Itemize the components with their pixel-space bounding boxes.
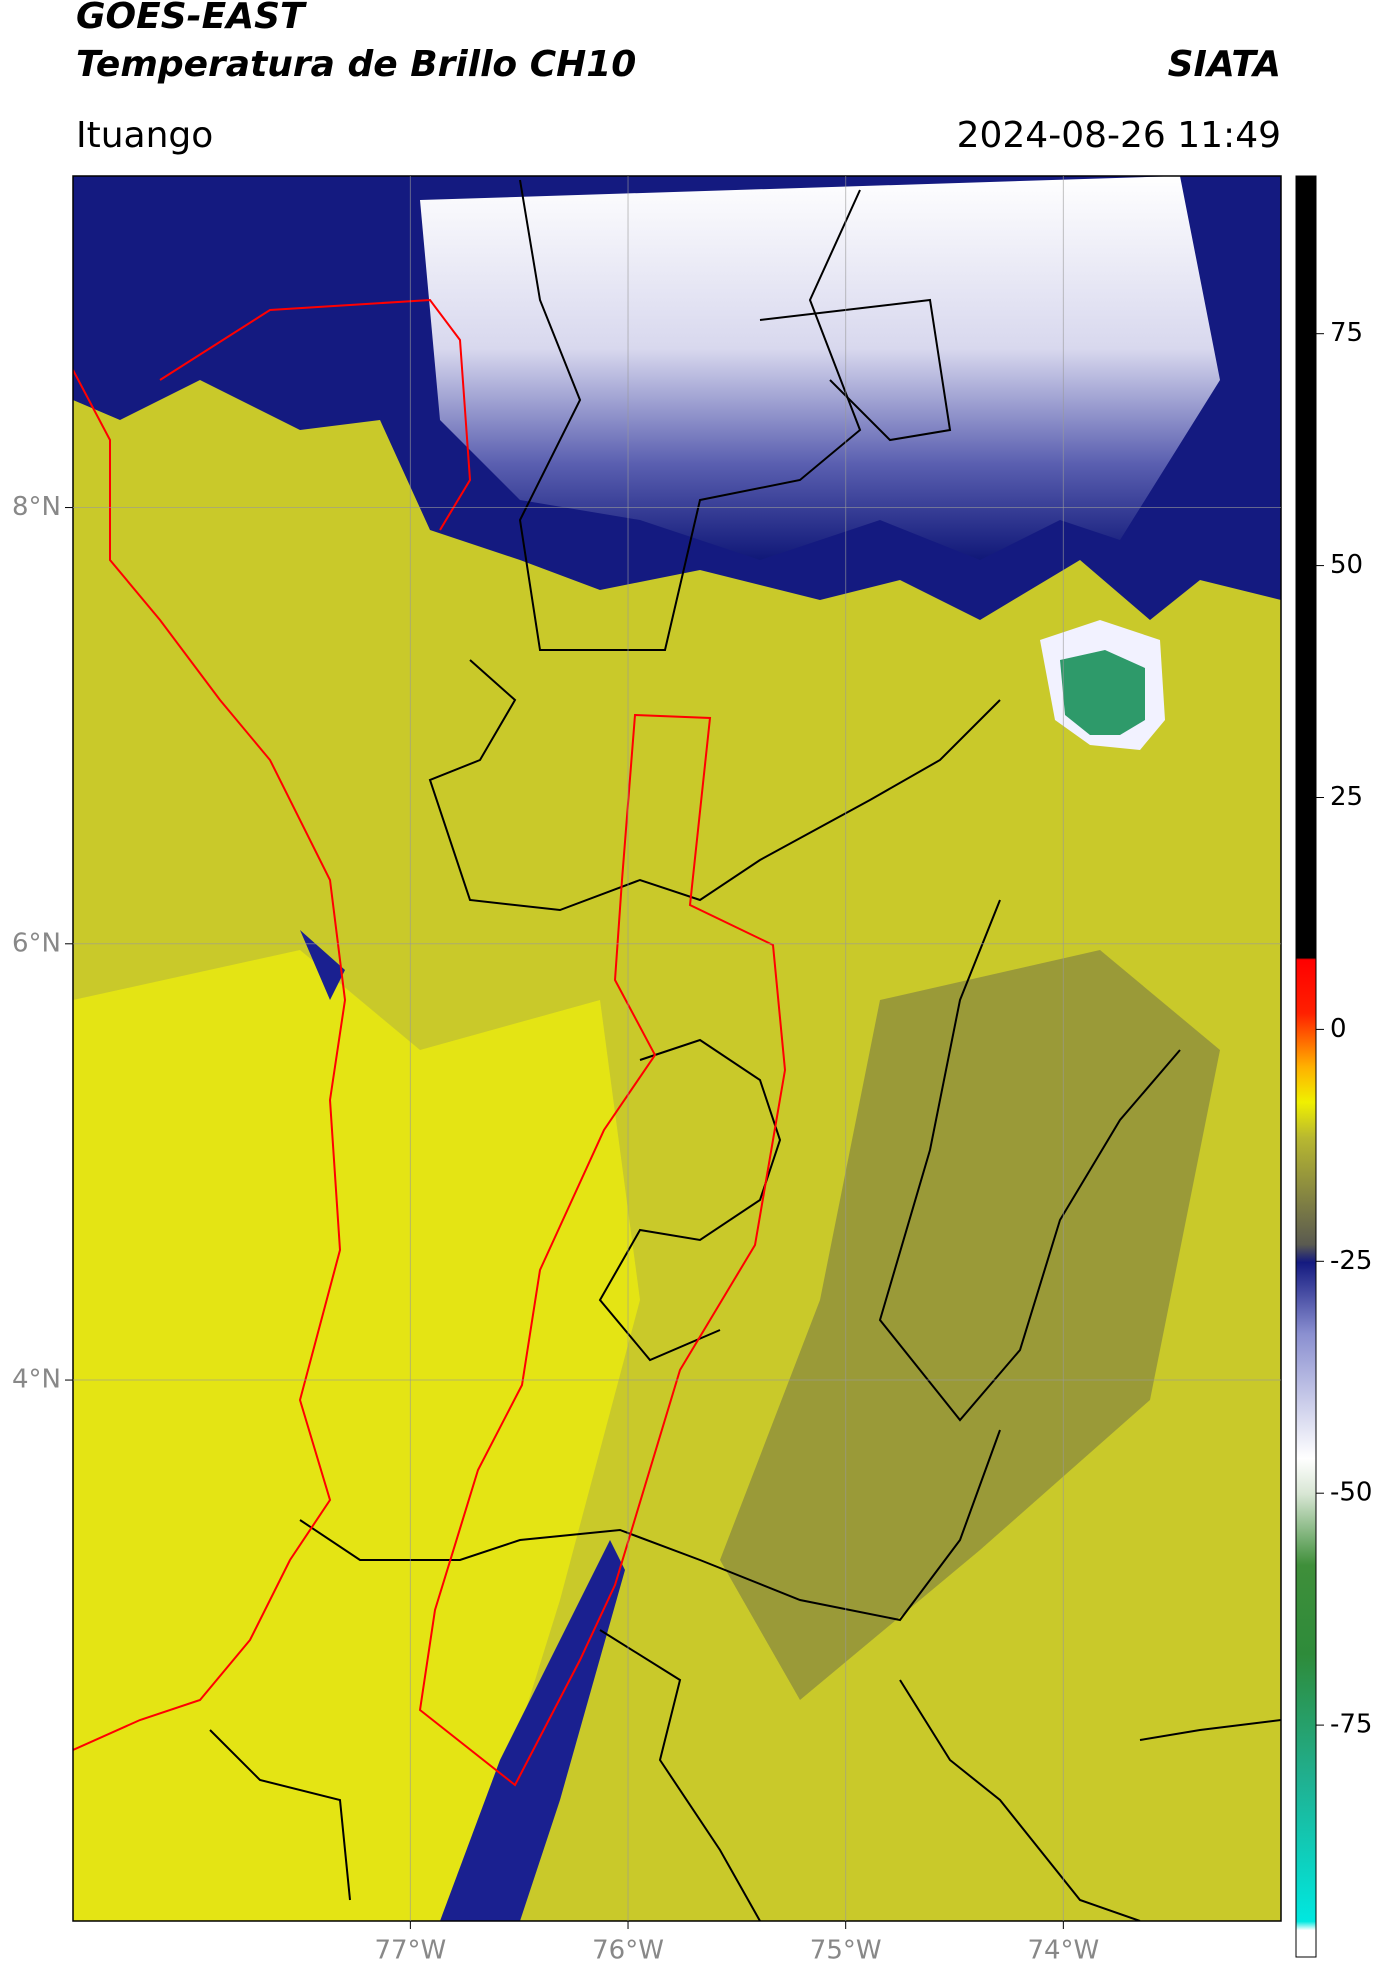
map-frame	[72, 175, 1282, 1922]
colorbar-tick-label: 75	[1330, 318, 1363, 348]
datetime: 2024-08-26 11:49	[957, 115, 1281, 156]
colorbar-tick-label: -25	[1330, 1246, 1372, 1276]
y-tick-label: 8°N	[12, 492, 61, 522]
x-tick-label: 74°W	[1027, 1936, 1099, 1966]
colorbar	[1295, 175, 1317, 1958]
subtitle: Temperatura de Brillo CH10	[76, 44, 636, 85]
map-image	[73, 176, 1281, 1921]
x-tick-label: 75°W	[810, 1936, 882, 1966]
title: GOES-EAST	[76, 0, 307, 37]
source: SIATA	[1168, 44, 1281, 85]
colorbar-tick-label: -50	[1330, 1478, 1372, 1508]
y-tick-label: 4°N	[12, 1365, 61, 1395]
colorbar-tick-label: -75	[1330, 1710, 1372, 1740]
region: Ituango	[76, 115, 213, 156]
x-tick-label: 76°W	[592, 1936, 664, 1966]
graticule	[65, 176, 1281, 1929]
colorbar-tick-label: 50	[1330, 550, 1363, 580]
colorbar-tick-label: 0	[1330, 1014, 1347, 1044]
x-tick-label: 77°W	[374, 1936, 446, 1966]
y-tick-label: 6°N	[12, 928, 61, 958]
colorbar-tick-label: 25	[1330, 782, 1363, 812]
